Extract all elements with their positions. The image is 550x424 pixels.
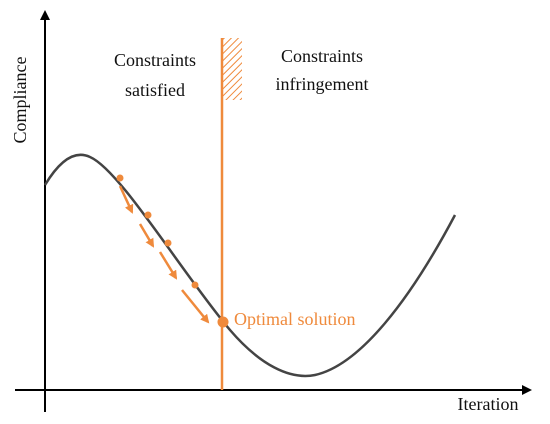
region-label: Constraints: [114, 50, 196, 70]
infringement-hatch: [222, 38, 242, 100]
region-label: infringement: [276, 74, 369, 94]
iteration-points: [116, 174, 229, 328]
iteration-steps: [118, 185, 210, 324]
region-label: satisfied: [125, 80, 185, 100]
compliance-curve: [43, 153, 457, 378]
x-axis-label: Iteration: [458, 394, 519, 414]
annotation: Optimal solution: [234, 309, 356, 329]
y-axis-label: Compliance: [10, 57, 30, 144]
region-label: Constraints: [281, 46, 363, 66]
